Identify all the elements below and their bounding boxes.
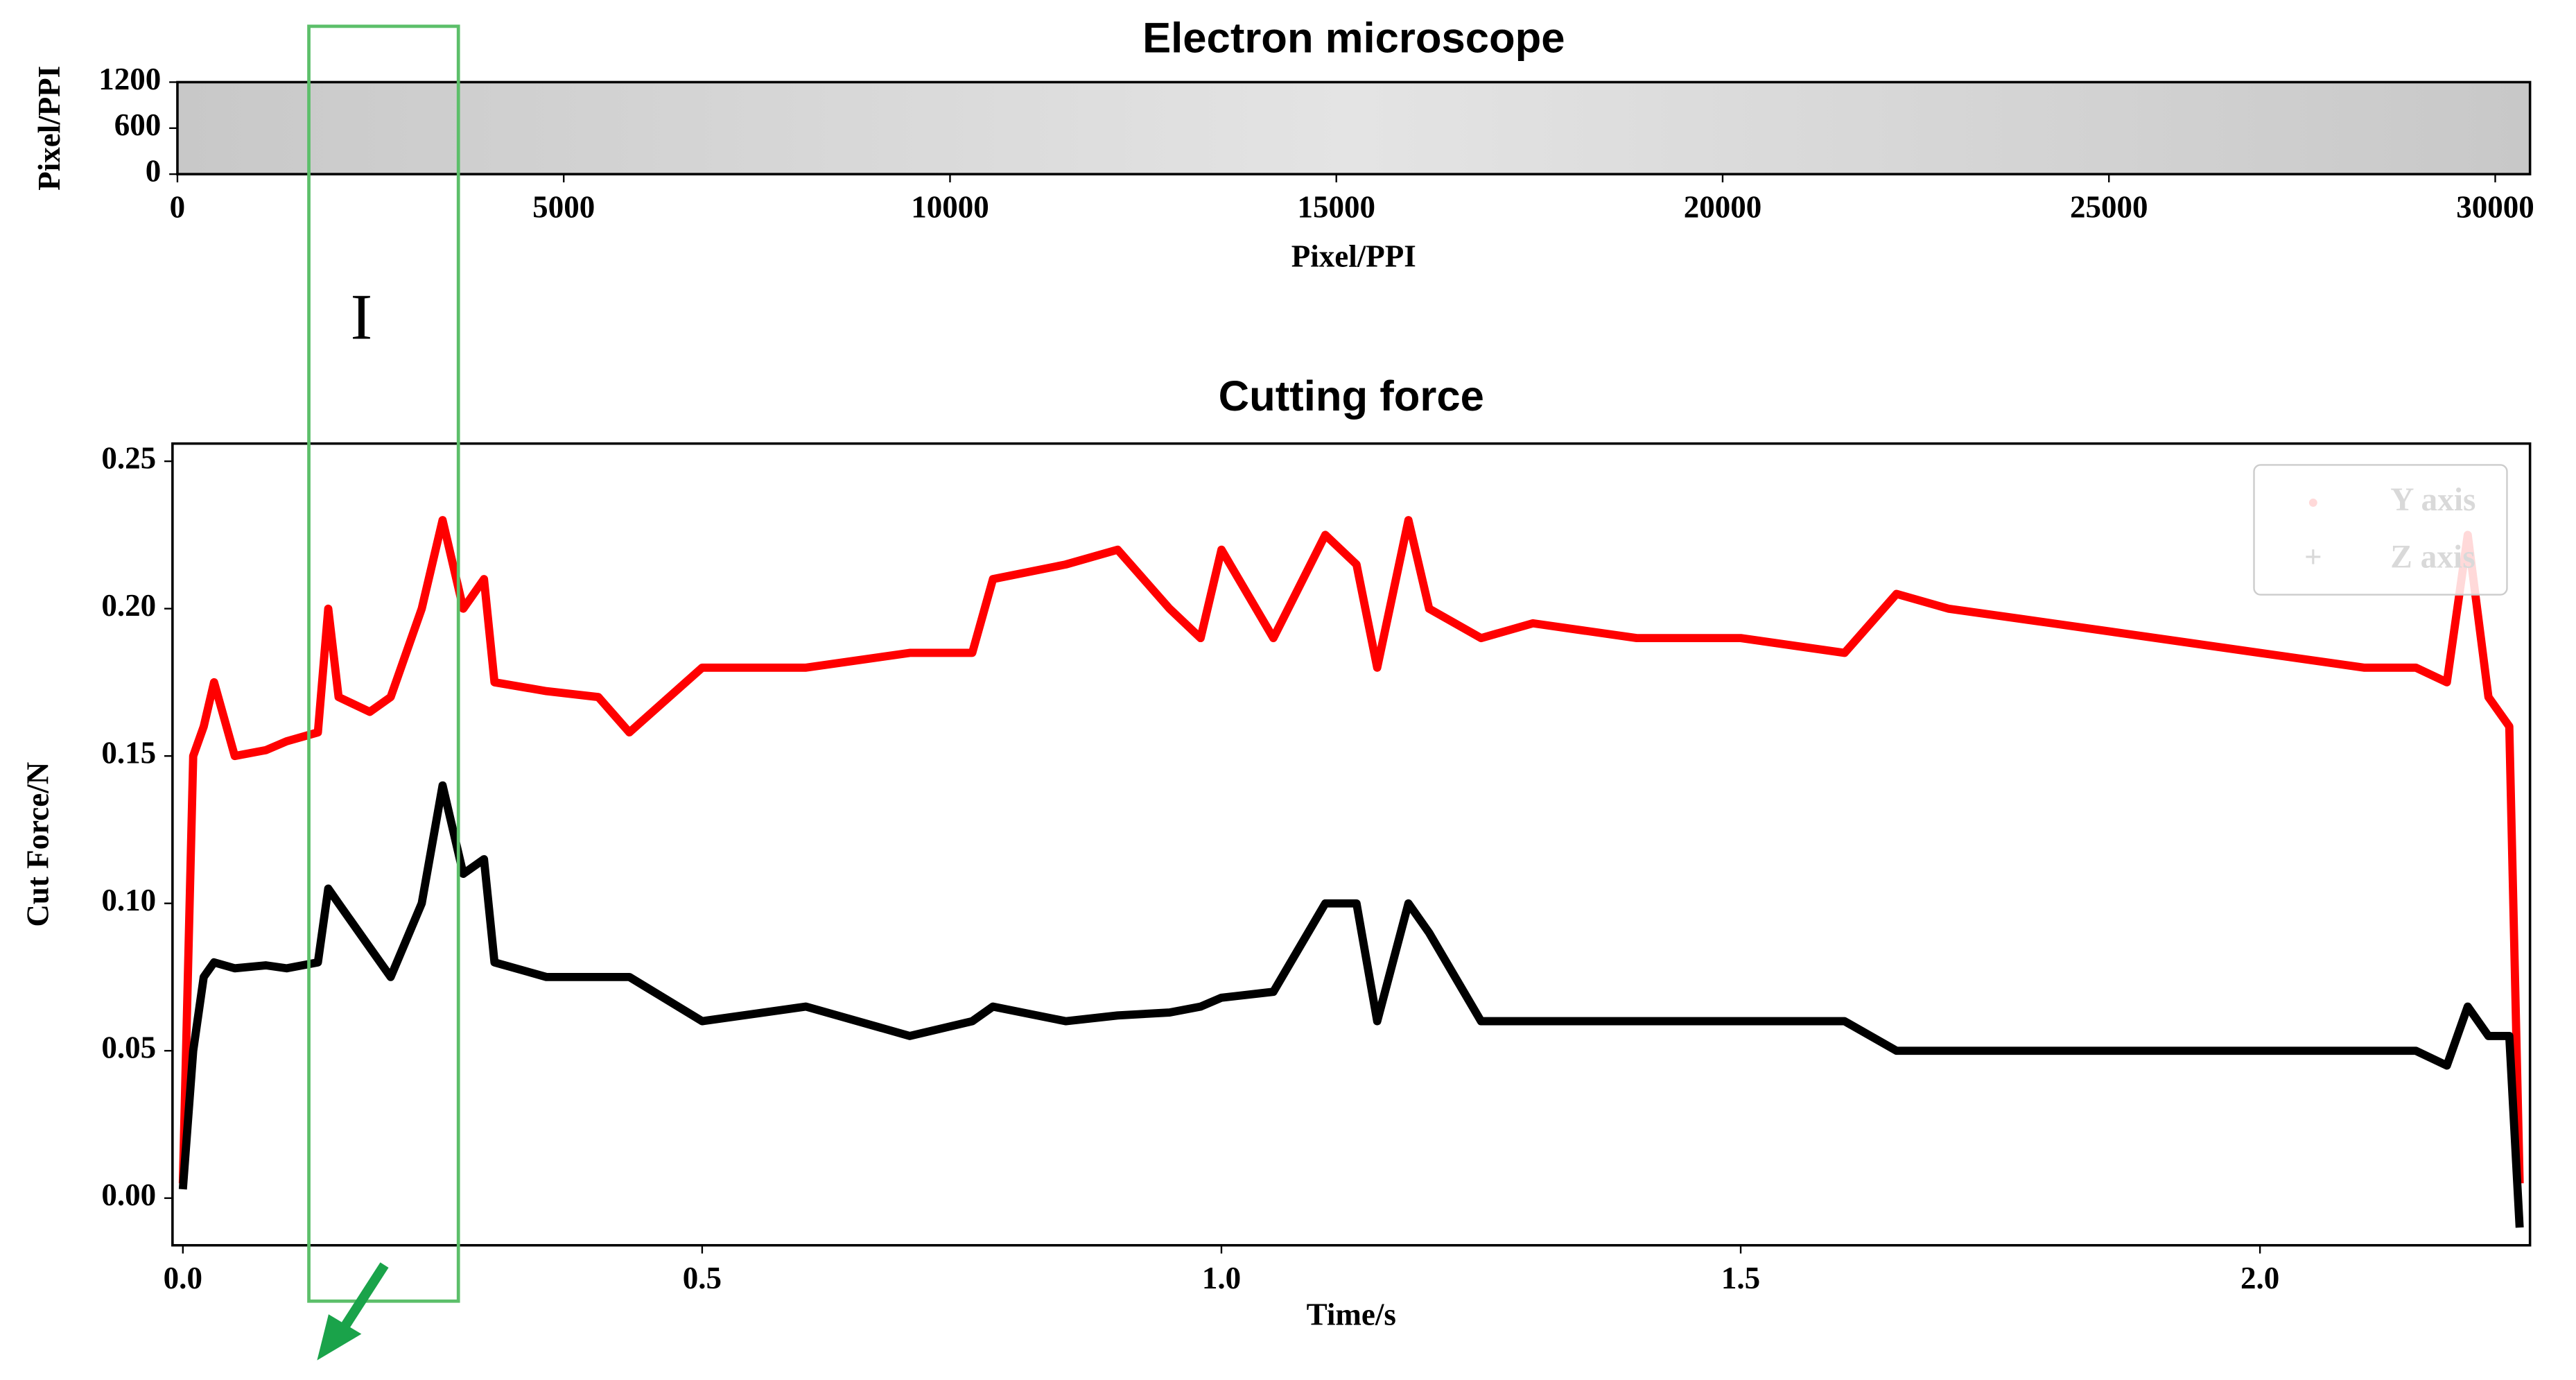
arrow	[317, 1262, 389, 1361]
legend-box	[2253, 464, 2508, 596]
x-tick-label: 1.0	[1202, 1261, 1241, 1295]
x-tick-label: 25000	[2070, 190, 2148, 225]
x-tick-label: 1.5	[1721, 1261, 1760, 1295]
chart-title: Cutting force	[1219, 372, 1484, 420]
y-tick-label: 0.20	[101, 588, 156, 623]
y-tick-label: 0	[146, 153, 162, 188]
series-line	[178, 781, 2524, 1228]
x-axis-label: Time/s	[1307, 1297, 1396, 1331]
x-tick-label: 0.0	[164, 1261, 202, 1295]
microscope-image	[177, 82, 2530, 175]
highlight-box	[307, 24, 460, 1303]
y-tick-label: 0.25	[101, 440, 156, 475]
y-tick-label: 0.10	[101, 883, 156, 917]
arrow-head	[317, 1314, 362, 1361]
y-tick-label: 0.00	[101, 1178, 156, 1212]
x-axis-label: Pixel/PPI	[1291, 239, 1416, 274]
x-tick-label: 0.5	[683, 1261, 722, 1295]
y-tick-label: 1200	[98, 62, 161, 96]
y-tick-label: 600	[114, 107, 162, 142]
series-line	[178, 516, 2524, 1184]
x-tick-label: 30000	[2456, 190, 2534, 225]
marks: Electron microscope 0 5000 10000 15000 20000 2…	[21, 14, 2534, 1331]
y-axis-label: Pixel/PPI	[32, 66, 67, 191]
x-tick-label: 2.0	[2240, 1261, 2279, 1295]
x-tick-label: 10000	[911, 190, 989, 225]
x-tick-label: 0	[170, 190, 186, 225]
y-tick-label: 0.05	[101, 1030, 156, 1065]
x-tick-label: 20000	[1684, 190, 1762, 225]
y-tick-label: 0.15	[101, 736, 156, 770]
annotation: I	[351, 281, 373, 353]
y-axis-label: Cut Force/N	[21, 762, 55, 927]
plot-frame	[171, 442, 2532, 1247]
chart-title: Electron microscope	[1142, 14, 1565, 62]
x-tick-label: 5000	[532, 190, 595, 225]
x-tick-label: 15000	[1297, 190, 1375, 225]
